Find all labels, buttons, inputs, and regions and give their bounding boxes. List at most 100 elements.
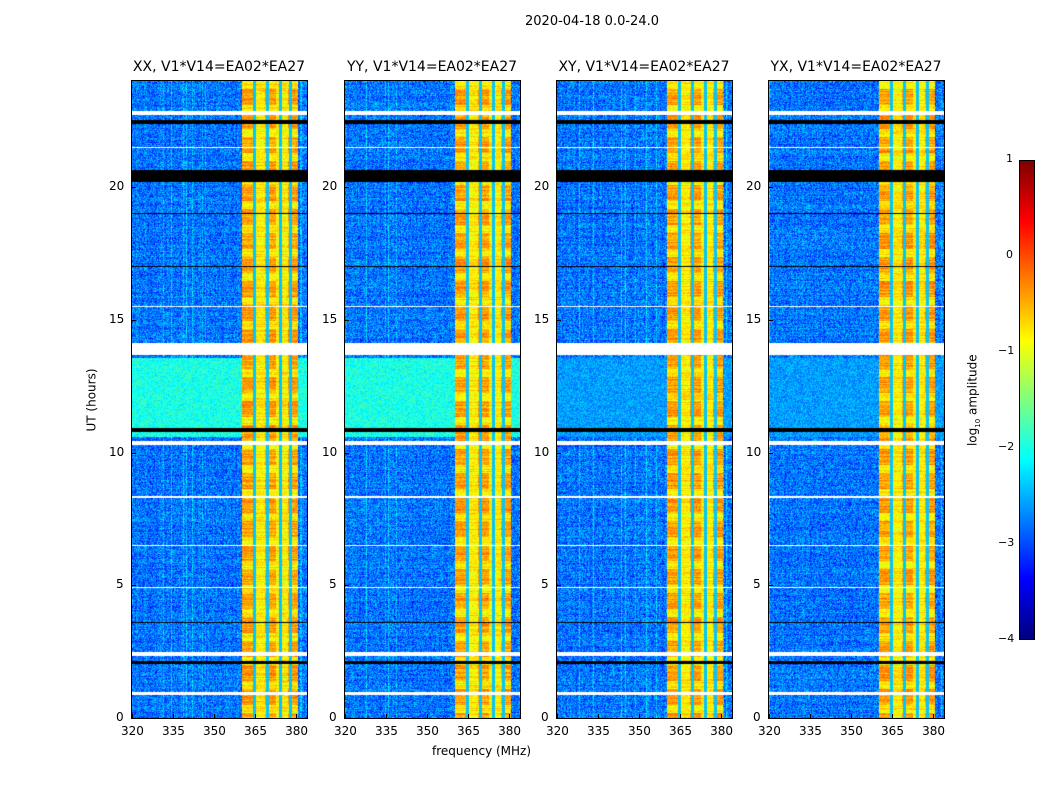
x-tick [769, 714, 770, 719]
y-tick-label: 0 [329, 710, 337, 724]
x-tick-label: 320 [546, 724, 569, 738]
x-tick-label: 380 [922, 724, 945, 738]
x-tick [132, 714, 133, 719]
y-tick-label: 10 [322, 444, 338, 459]
x-tick-label: 350 [203, 724, 226, 738]
y-tick-label: 0 [116, 710, 124, 724]
colorbar-tick-label: −1 [998, 344, 1015, 357]
y-tick-label: 0 [753, 710, 761, 724]
y-tick-label: 10 [746, 444, 762, 459]
colorbar-tick-label: −4 [998, 632, 1015, 645]
heatmap-panel-0 [131, 80, 308, 719]
heatmap-image [769, 81, 944, 718]
colorbar-label-log: log [965, 427, 980, 447]
x-tick [810, 714, 812, 719]
y-axis-label: UT (hours) [84, 368, 99, 432]
x-tick [427, 714, 429, 719]
x-tick-label: 380 [285, 724, 308, 738]
y-tick-label: 10 [534, 444, 550, 459]
y-tick [344, 452, 349, 454]
heatmap-panel-3 [768, 80, 945, 719]
heatmap-image [557, 81, 732, 718]
x-tick-label: 365 [244, 724, 267, 738]
y-tick-label: 5 [329, 577, 337, 592]
x-tick-label: 380 [498, 724, 521, 738]
y-tick-label: 0 [541, 710, 549, 724]
y-tick [556, 187, 561, 189]
y-tick-label: 20 [322, 179, 338, 194]
panel-title: XY, V1*V14=EA02*EA27 [558, 59, 730, 75]
y-tick [768, 718, 773, 719]
y-tick [556, 452, 561, 454]
x-tick [721, 714, 723, 719]
x-tick-label: 335 [375, 724, 398, 738]
y-tick [131, 718, 136, 719]
x-tick-label: 335 [799, 724, 822, 738]
colorbar-label-rest: amplitude [965, 354, 980, 419]
y-tick [768, 319, 773, 321]
y-tick [556, 319, 561, 321]
x-tick-label: 350 [416, 724, 439, 738]
x-tick [255, 714, 257, 719]
x-tick-label: 365 [881, 724, 904, 738]
y-tick-label: 15 [109, 311, 125, 326]
y-tick-label: 15 [746, 311, 762, 326]
x-tick [933, 714, 935, 719]
x-tick [598, 714, 600, 719]
y-tick [344, 585, 349, 587]
colorbar-tick-label: 1 [1006, 152, 1013, 165]
x-tick-label: 320 [121, 724, 144, 738]
colorbar-tick-label: 0 [1006, 248, 1013, 261]
x-tick-label: 320 [758, 724, 781, 738]
colorbar-tick-label: −2 [998, 440, 1015, 453]
y-tick-label: 5 [116, 577, 124, 592]
y-tick [768, 187, 773, 189]
x-tick-label: 380 [710, 724, 733, 738]
x-tick-label: 320 [334, 724, 357, 738]
colorbar-tick-label: −3 [998, 536, 1015, 549]
x-tick-label: 335 [162, 724, 185, 738]
x-tick-label: 350 [628, 724, 651, 738]
heatmap-image [345, 81, 520, 718]
panel-title: YX, V1*V14=EA02*EA27 [770, 59, 942, 75]
heatmap-panel-1 [344, 80, 521, 719]
y-tick [344, 187, 349, 189]
x-tick [639, 714, 641, 719]
y-tick-label: 15 [534, 311, 550, 326]
x-tick [557, 714, 558, 719]
colorbar [1019, 160, 1035, 640]
x-tick [296, 714, 298, 719]
y-tick [768, 585, 773, 587]
y-tick [556, 585, 561, 587]
y-tick [131, 452, 136, 454]
x-tick-label: 365 [457, 724, 480, 738]
x-tick [851, 714, 853, 719]
y-tick-label: 20 [746, 179, 762, 194]
x-tick [509, 714, 511, 719]
colorbar-label-sub: 10 [974, 418, 983, 428]
heatmap-panel-2 [556, 80, 733, 719]
x-tick-label: 335 [587, 724, 610, 738]
x-tick [386, 714, 388, 719]
y-tick-label: 10 [109, 444, 125, 459]
y-tick-label: 5 [753, 577, 761, 592]
y-tick-label: 5 [541, 577, 549, 592]
y-tick [344, 718, 349, 719]
y-tick-label: 20 [109, 179, 125, 194]
y-tick [768, 452, 773, 454]
colorbar-label: log10 amplitude [966, 354, 982, 446]
x-tick [468, 714, 470, 719]
x-tick-label: 350 [840, 724, 863, 738]
x-tick [892, 714, 894, 719]
heatmap-image [132, 81, 307, 718]
y-tick-label: 20 [534, 179, 550, 194]
y-tick [556, 718, 561, 719]
y-tick [131, 319, 136, 321]
x-axis-label: frequency (MHz) [432, 744, 532, 758]
x-tick [345, 714, 346, 719]
y-tick [344, 319, 349, 321]
x-tick [173, 714, 175, 719]
panel-title: YY, V1*V14=EA02*EA27 [346, 59, 518, 75]
figure-title: 2020-04-18 0.0-24.0 [525, 14, 659, 29]
